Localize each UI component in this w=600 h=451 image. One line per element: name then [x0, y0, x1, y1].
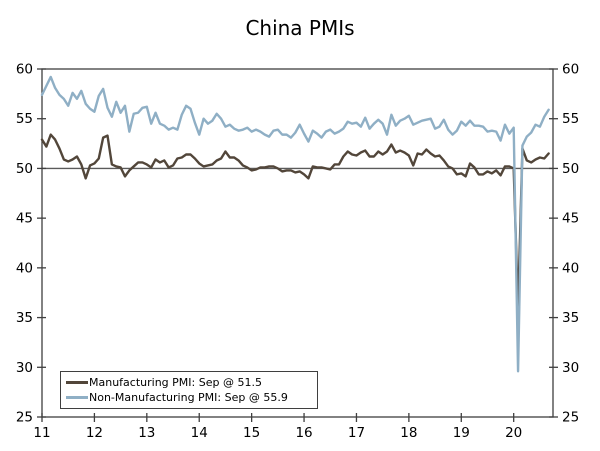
y-tick-label-right: 30 — [562, 360, 579, 376]
legend-item-manufacturing: Manufacturing PMI: Sep @ 51.5 — [66, 375, 311, 390]
legend-item-non-manufacturing: Non-Manufacturing PMI: Sep @ 55.9 — [66, 390, 311, 405]
y-tick-label-right: 45 — [562, 211, 579, 227]
legend-label-manufacturing: Manufacturing PMI: Sep @ 51.5 — [89, 376, 262, 389]
x-tick-label: 20 — [505, 425, 522, 441]
x-tick-label: 15 — [243, 425, 260, 441]
y-tick-label-left: 45 — [16, 211, 33, 227]
plot-frame — [41, 68, 554, 418]
y-tick-label-right: 40 — [562, 260, 579, 276]
x-tick-label: 19 — [453, 425, 470, 441]
y-tick-label-right: 25 — [562, 410, 579, 426]
x-tick-label: 12 — [86, 425, 103, 441]
axes: 25 25 30 30 35 35 40 40 45 45 50 50 55 55 60 60 11 12 13 14… — [16, 62, 579, 442]
legend: Manufacturing PMI: Sep @ 51.5 Non-Manufa… — [60, 371, 318, 409]
legend-label-non-manufacturing: Non-Manufacturing PMI: Sep @ 55.9 — [89, 391, 288, 404]
series-line-manufacturing-pmi — [40, 133, 550, 312]
y-tick-label-right: 35 — [562, 310, 579, 326]
series-line-non-manufacturing-pmi — [40, 75, 550, 373]
y-tick-label-right: 55 — [562, 111, 579, 127]
y-tick-label-right: 50 — [562, 161, 579, 177]
x-tick-label: 17 — [348, 425, 365, 441]
x-tick-label: 18 — [400, 425, 417, 441]
non-manufacturing-line-swatch — [66, 396, 88, 399]
y-tick-label-left: 25 — [16, 410, 33, 426]
y-tick-label-left: 40 — [16, 260, 33, 276]
y-tick-label-left: 50 — [16, 161, 33, 177]
y-tick-label-left: 35 — [16, 310, 33, 326]
x-tick-label: 11 — [33, 425, 50, 441]
x-tick-label: 14 — [191, 425, 208, 441]
x-tick-label: 16 — [295, 425, 312, 441]
y-tick-label-right: 60 — [562, 62, 579, 78]
manufacturing-line-swatch — [66, 381, 88, 384]
y-tick-label-left: 55 — [16, 111, 33, 127]
y-tick-label-left: 30 — [16, 360, 33, 376]
y-tick-label-left: 60 — [16, 62, 33, 78]
chart-title: China PMIs — [245, 16, 355, 40]
x-tick-label: 13 — [138, 425, 155, 441]
